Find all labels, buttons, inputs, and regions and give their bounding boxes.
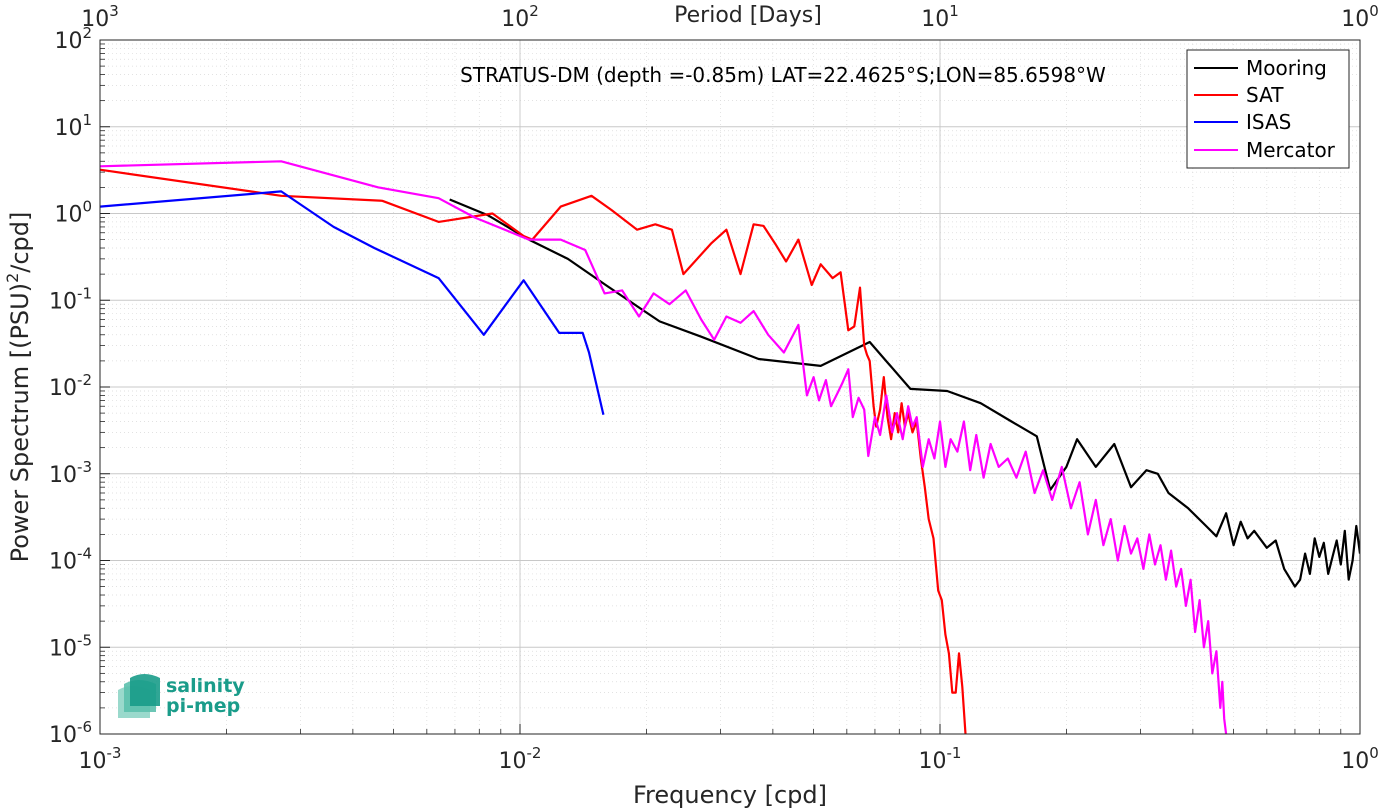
- major-grid: [99, 39, 1361, 735]
- top-tick-label: 100: [1341, 2, 1379, 32]
- series-layer: [100, 160, 1360, 734]
- y-tick-label: 10-3: [49, 458, 92, 488]
- y-axis-label-sup: 2: [3, 273, 22, 283]
- series-line-mercator: [100, 160, 1228, 734]
- y-tick-label: 10-5: [49, 631, 92, 661]
- chart-title: STRATUS-DM (depth =-0.85m) LAT=22.4625°S…: [460, 63, 1106, 87]
- y-axis-label: Power Spectrum [(PSU)2/cpd]: [3, 212, 34, 563]
- x-tick-label: 10-3: [79, 744, 122, 774]
- tick-marks: [99, 39, 1361, 735]
- y-tick-label: 10-6: [49, 718, 92, 748]
- series-line-isas: [100, 190, 605, 415]
- series-line-mooring: [449, 198, 1360, 588]
- x-tick-label: 100: [1341, 744, 1379, 774]
- x-axis-label: Frequency [cpd]: [633, 781, 827, 809]
- y-tick-label: 10-1: [49, 284, 92, 314]
- legend-label-isas: ISAS: [1246, 110, 1291, 134]
- legend-label-mooring: Mooring: [1246, 56, 1327, 80]
- top-axis-label: Period [Days]: [674, 3, 822, 28]
- x-tick-label: 10-2: [499, 744, 542, 774]
- legend-box: [1186, 49, 1350, 169]
- y-tick-label: 101: [54, 111, 92, 141]
- y-tick-labels: 10-6 10-5 10-4 10-3 10-2 10-1 100 101 102: [49, 24, 92, 748]
- legend-label-sat: SAT: [1246, 83, 1284, 107]
- legend-label-mercator: Mercator: [1246, 138, 1336, 162]
- y-axis-label-main: Power Spectrum [(PSU): [6, 283, 34, 562]
- y-tick-label: 10-2: [49, 371, 92, 401]
- y-tick-label: 102: [54, 24, 92, 54]
- salinity-pimep-logo: salinity pi-mep: [118, 674, 245, 718]
- x-tick-labels: 10-3 10-2 10-1 100: [79, 744, 1379, 774]
- y-tick-label: 100: [54, 198, 92, 228]
- series-line-sat: [100, 168, 967, 734]
- x-tick-label: 10-1: [919, 744, 962, 774]
- logo-wave-icon: [118, 674, 160, 718]
- y-tick-label: 10-4: [49, 545, 92, 575]
- logo-text-pimep: pi-mep: [166, 695, 240, 717]
- top-tick-label: 101: [921, 2, 959, 32]
- top-tick-labels: 103 102 101 100: [81, 2, 1379, 32]
- y-axis-label-tail: /cpd]: [6, 212, 34, 273]
- top-tick-label: 103: [81, 2, 119, 32]
- legend: Mooring SAT ISAS Mercator: [1186, 49, 1350, 169]
- top-tick-label: 102: [501, 2, 539, 32]
- logo-text-salinity: salinity: [166, 675, 245, 697]
